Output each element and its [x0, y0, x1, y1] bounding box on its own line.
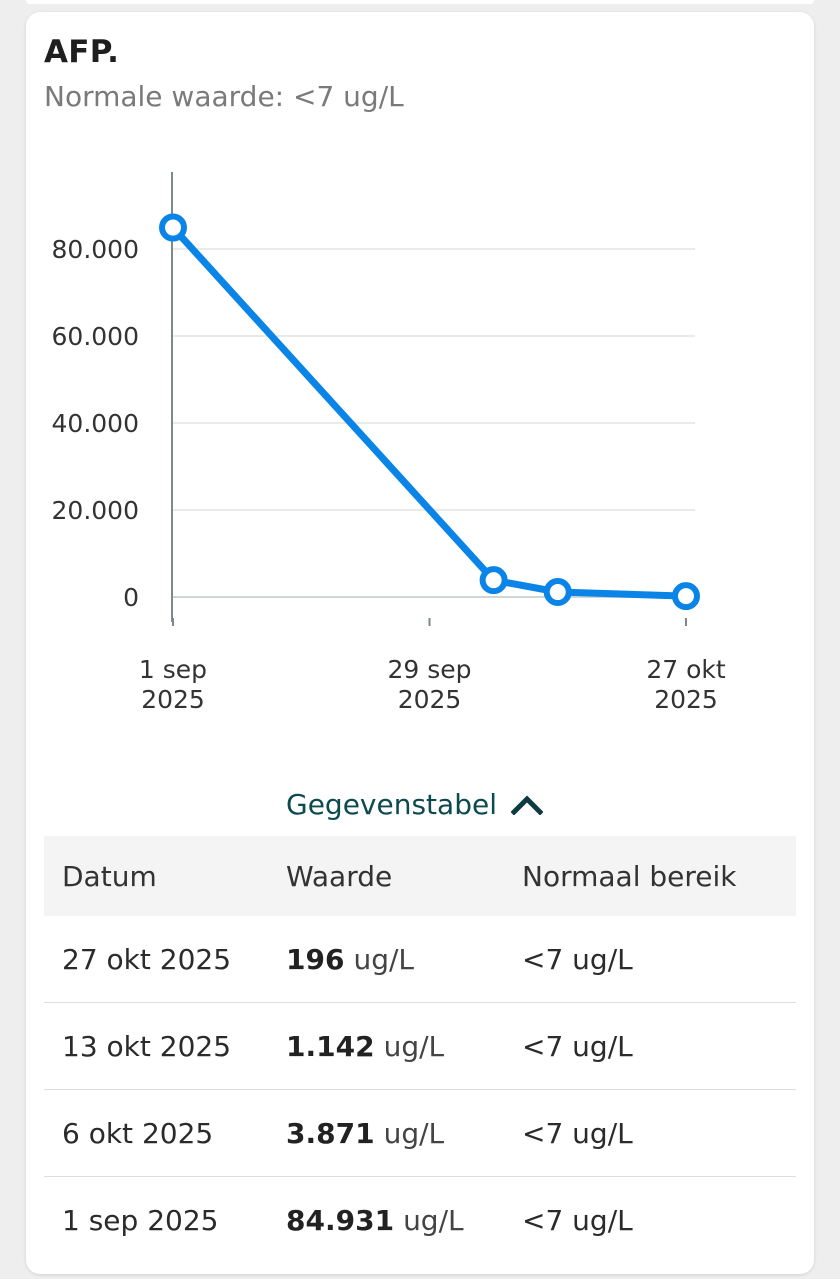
header-datum: Datum	[62, 859, 157, 893]
afp-line-chart: 0 20.000 40.000 60.000 80.000 1 sep 2025 29 sep…	[52, 172, 726, 714]
table-row: 13 okt 2025 1.142 ug/L <7 ug/L	[44, 1003, 796, 1090]
series-line	[169, 224, 690, 600]
x-tick-label: 1 sep 2025	[139, 655, 207, 714]
data-point	[479, 566, 508, 595]
y-tick-label: 20.000	[52, 496, 139, 525]
row-value: 3.871 ug/L	[286, 1090, 444, 1176]
row-date: 13 okt 2025	[62, 1029, 232, 1063]
data-table: Datum Waarde Normaal bereik 27 okt 2025 …	[44, 836, 796, 1263]
table-row: 6 okt 2025 3.871 ug/L <7 ug/L	[44, 1090, 796, 1177]
row-date: 1 sep 2025	[62, 1203, 219, 1237]
value-unit: ug/L	[403, 1203, 464, 1237]
test-title: AFP.	[44, 34, 120, 70]
value-number: 196	[286, 942, 345, 976]
afp-result-card	[26, 12, 814, 1274]
value-number: 84.931	[286, 1203, 395, 1237]
row-value: 196 ug/L	[286, 916, 414, 1002]
x-tick-label: 27 okt 2025	[646, 655, 726, 714]
y-tick-label: 0	[123, 583, 139, 612]
row-range: <7 ug/L	[522, 942, 633, 976]
row-range: <7 ug/L	[522, 1116, 633, 1150]
x-tick-label: 29 sep 2025	[387, 655, 471, 714]
row-date: 27 okt 2025	[62, 942, 232, 976]
previous-card-edge	[26, 0, 814, 4]
data-table-toggle-label: Gegevenstabel	[286, 787, 497, 821]
row-range: <7 ug/L	[522, 1029, 633, 1063]
y-tick-label: 80.000	[52, 235, 139, 264]
table-row: 1 sep 2025 84.931 ug/L <7 ug/L	[44, 1177, 796, 1263]
row-date: 6 okt 2025	[62, 1116, 214, 1150]
y-tick-label: 60.000	[52, 322, 139, 351]
header-normaal-bereik: Normaal bereik	[522, 859, 737, 893]
value-unit: ug/L	[383, 1116, 445, 1150]
value-number: 3.871	[286, 1116, 375, 1150]
data-point	[159, 213, 187, 242]
value-unit: ug/L	[383, 1029, 445, 1063]
row-range: <7 ug/L	[522, 1203, 633, 1237]
data-point	[672, 582, 700, 611]
header-waarde: Waarde	[286, 859, 393, 893]
table-header-row: Datum Waarde Normaal bereik	[44, 836, 796, 916]
table-row: 27 okt 2025 196 ug/L <7 ug/L	[44, 916, 796, 1003]
data-point	[543, 578, 572, 607]
chevron-up-icon	[510, 795, 543, 815]
row-value: 1.142 ug/L	[286, 1003, 444, 1089]
y-tick-label: 40.000	[52, 409, 139, 438]
normal-value-subtitle: Normale waarde: <7 ug/L	[44, 80, 404, 113]
data-table-toggle[interactable]: Gegevenstabel	[286, 784, 543, 824]
row-value: 84.931 ug/L	[286, 1177, 464, 1263]
value-number: 1.142	[286, 1029, 375, 1063]
value-unit: ug/L	[353, 942, 415, 976]
